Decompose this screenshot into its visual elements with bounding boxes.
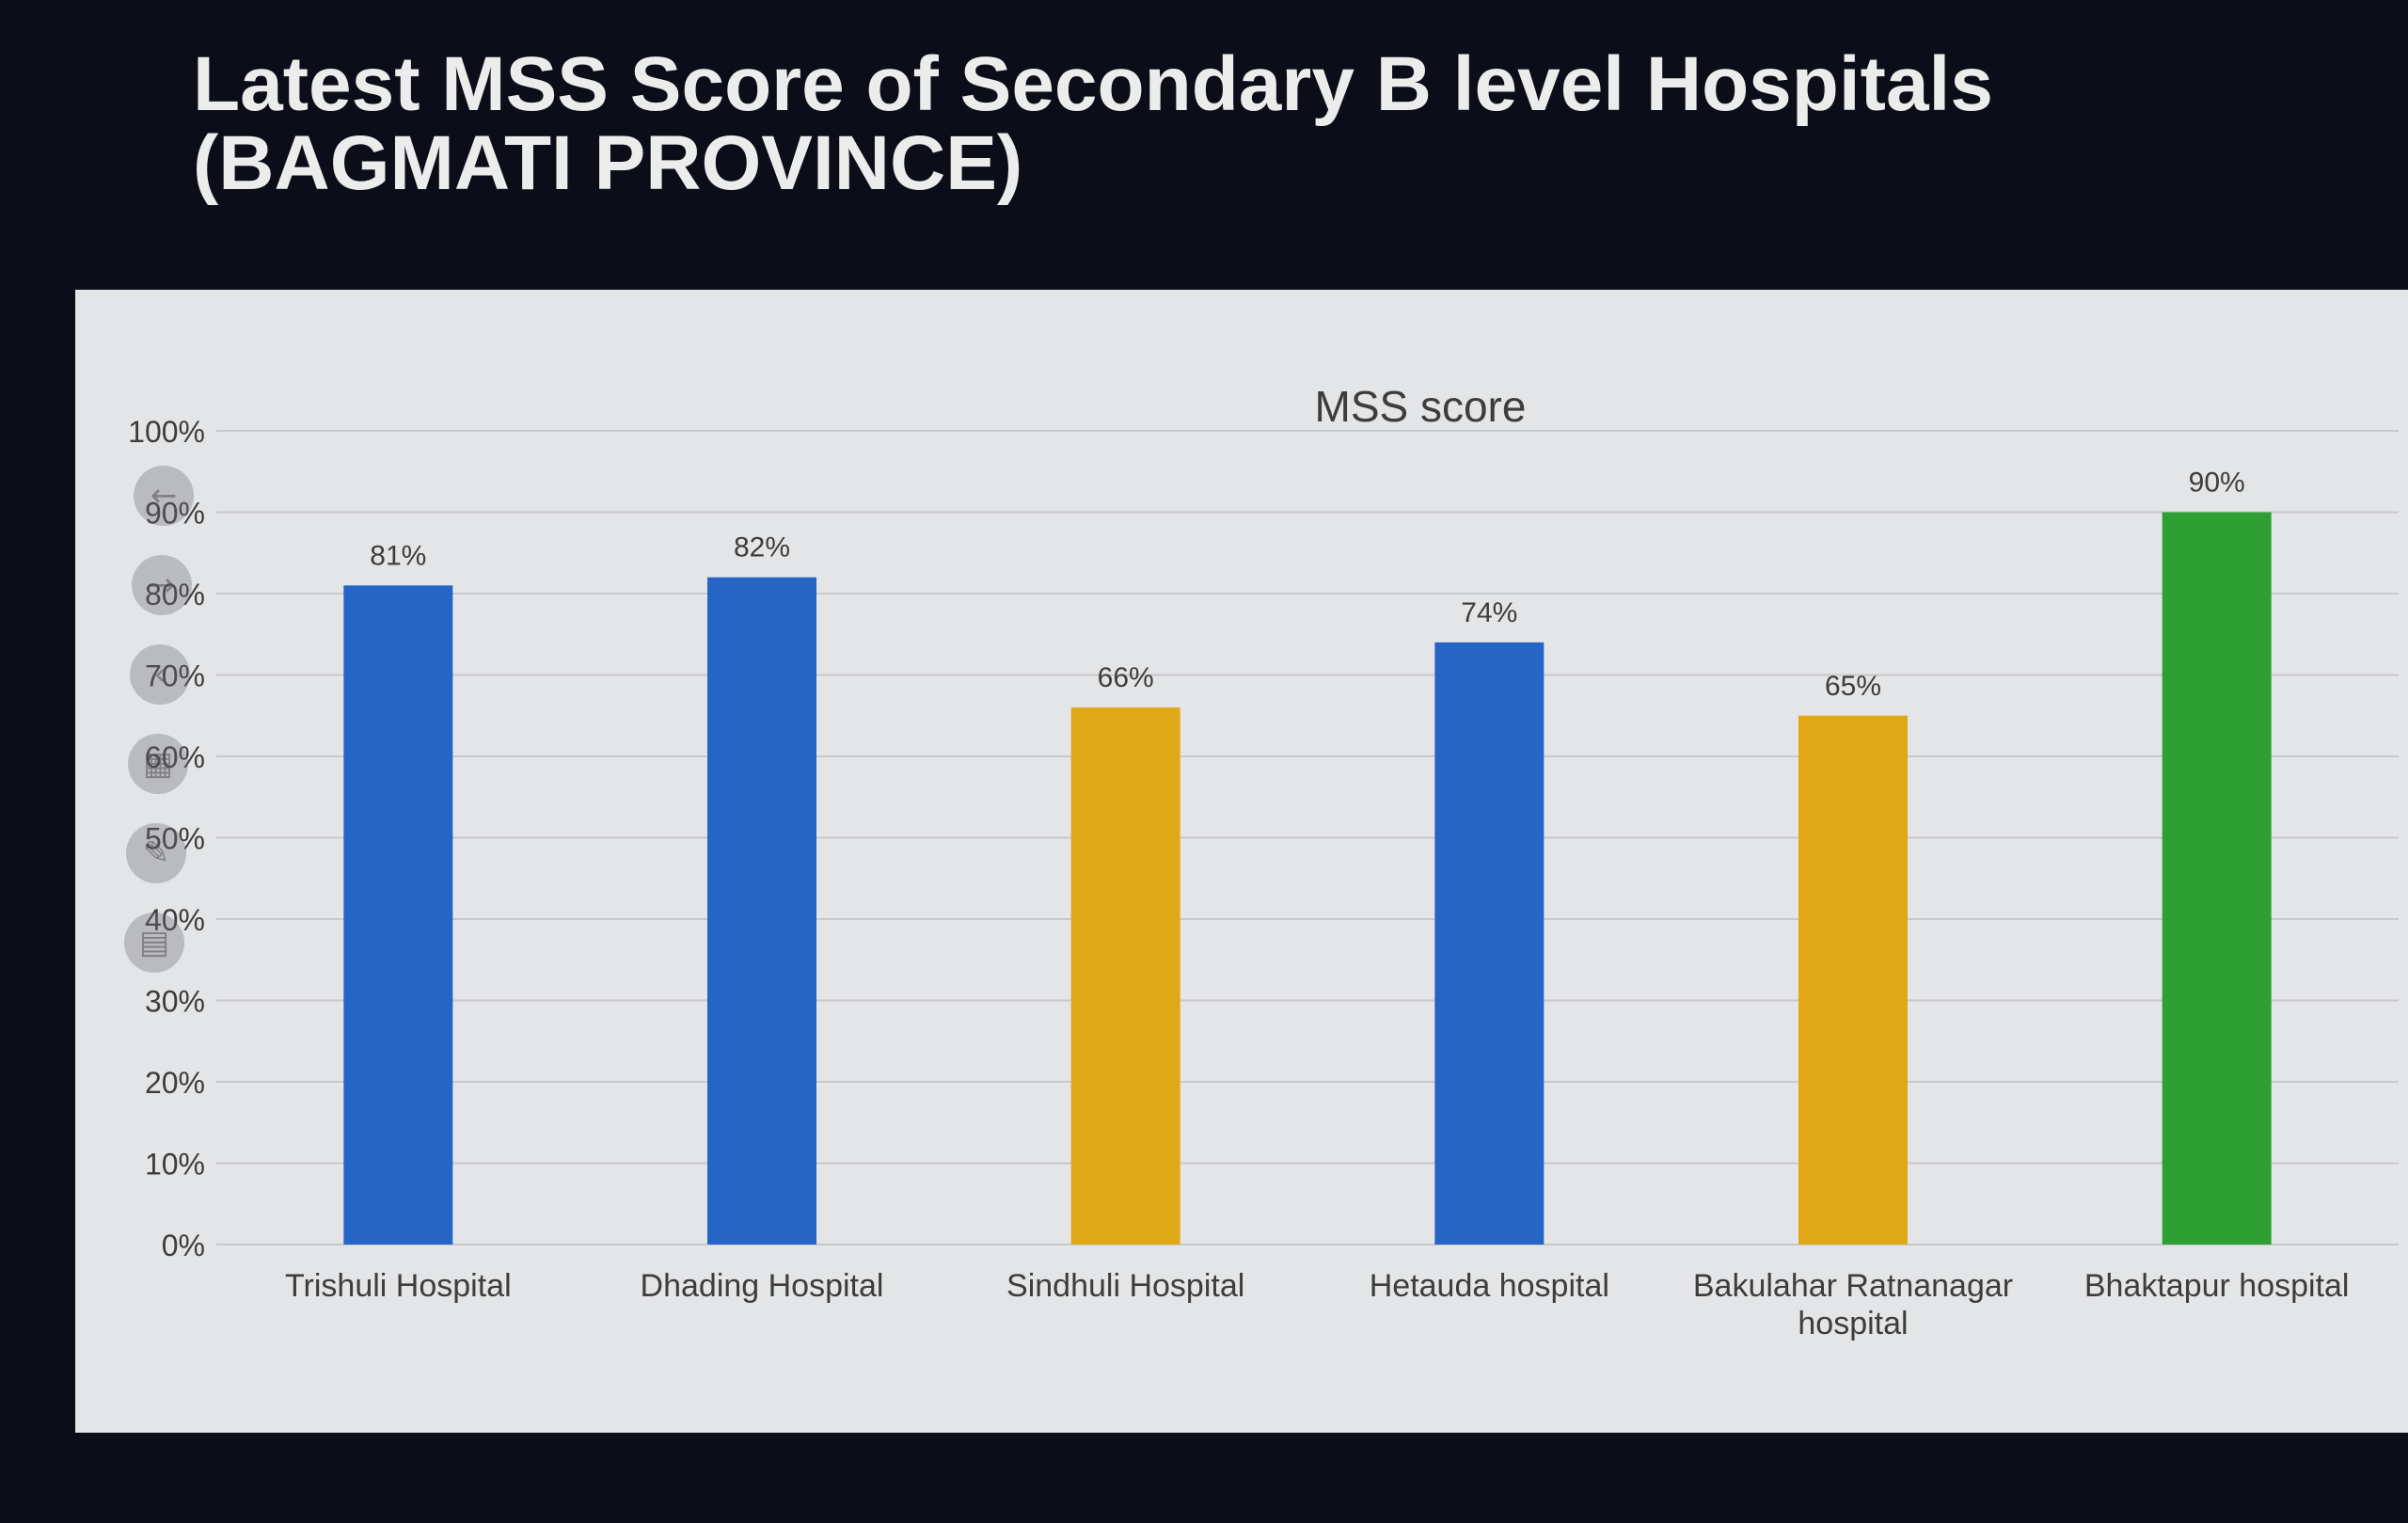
bar: [2162, 512, 2272, 1245]
y-tick-label: 90%: [145, 497, 205, 531]
category-label: Sindhuli Hospital: [1006, 1268, 1244, 1304]
slide-title: Latest MSS Score of Secondary B level Ho…: [193, 41, 1993, 206]
y-tick-label: 50%: [145, 822, 205, 856]
data-label: 90%: [2189, 468, 2245, 499]
back-chevron-icon[interactable]: ‹: [130, 644, 190, 705]
category-label: Bakulahar Ratnanagar hospital: [1693, 1268, 2013, 1341]
bar: [343, 585, 453, 1245]
y-tick-label: 60%: [145, 740, 205, 774]
data-label: 65%: [1825, 671, 1881, 702]
y-tick-label: 40%: [145, 903, 205, 937]
y-tick-label: 30%: [145, 985, 205, 1019]
category-label: Trishuli Hospital: [285, 1268, 512, 1304]
bar: [1070, 707, 1180, 1245]
y-axis-ticks: 0% 10% 20% 30% 40% 50% 60% 70% 80% 90% 100%: [128, 415, 205, 1262]
chart-panel: MSS score 0% 10% 20% 30% 40% 50% 60% 70% 80% 90% 1…: [75, 290, 2408, 1433]
slide-controls: ← → ‹ ▦ ✎ ▤: [120, 466, 198, 992]
bar: [1798, 715, 1908, 1245]
x-axis-categories: Trishuli Hospital Dhading Hospital Sindhul…: [285, 1268, 2349, 1341]
data-label: 66%: [1098, 662, 1154, 693]
y-tick-label: 10%: [145, 1148, 205, 1182]
y-tick-label: 100%: [128, 415, 205, 449]
category-label: Hetauda hospital: [1370, 1268, 1609, 1304]
y-tick-label: 0%: [162, 1229, 205, 1262]
bar: [707, 577, 816, 1245]
data-label: 82%: [734, 532, 790, 563]
y-tick-label: 70%: [145, 659, 205, 693]
pen-icon[interactable]: ✎: [126, 823, 186, 883]
category-label: Bhaktapur hospital: [2084, 1268, 2350, 1304]
chat-icon[interactable]: ▤: [124, 912, 184, 973]
grid-view-icon[interactable]: ▦: [128, 734, 188, 794]
back-arrow-icon[interactable]: ←: [134, 466, 194, 526]
chart-title: MSS score: [1315, 382, 1527, 431]
forward-arrow-icon[interactable]: →: [132, 555, 192, 615]
y-tick-label: 80%: [145, 578, 205, 611]
bars: [343, 512, 2272, 1245]
gridlines: [216, 430, 2399, 1245]
bar: [1434, 642, 1545, 1245]
data-label: 81%: [370, 540, 426, 571]
data-labels: 81% 82% 66% 74% 65% 90%: [370, 468, 2244, 702]
category-label: Dhading Hospital: [641, 1268, 884, 1304]
bar-chart: MSS score 0% 10% 20% 30% 40% 50% 60% 70% 80% 90% 1…: [128, 382, 2399, 1341]
data-label: 74%: [1461, 597, 1517, 628]
y-tick-label: 20%: [145, 1066, 205, 1100]
